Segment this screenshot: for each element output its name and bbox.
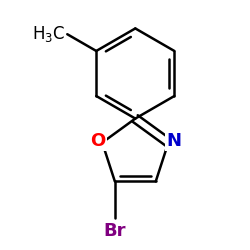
Text: H$_3$C: H$_3$C bbox=[32, 24, 65, 44]
Text: Br: Br bbox=[104, 222, 126, 240]
Text: O: O bbox=[90, 132, 105, 150]
Text: N: N bbox=[166, 132, 182, 150]
